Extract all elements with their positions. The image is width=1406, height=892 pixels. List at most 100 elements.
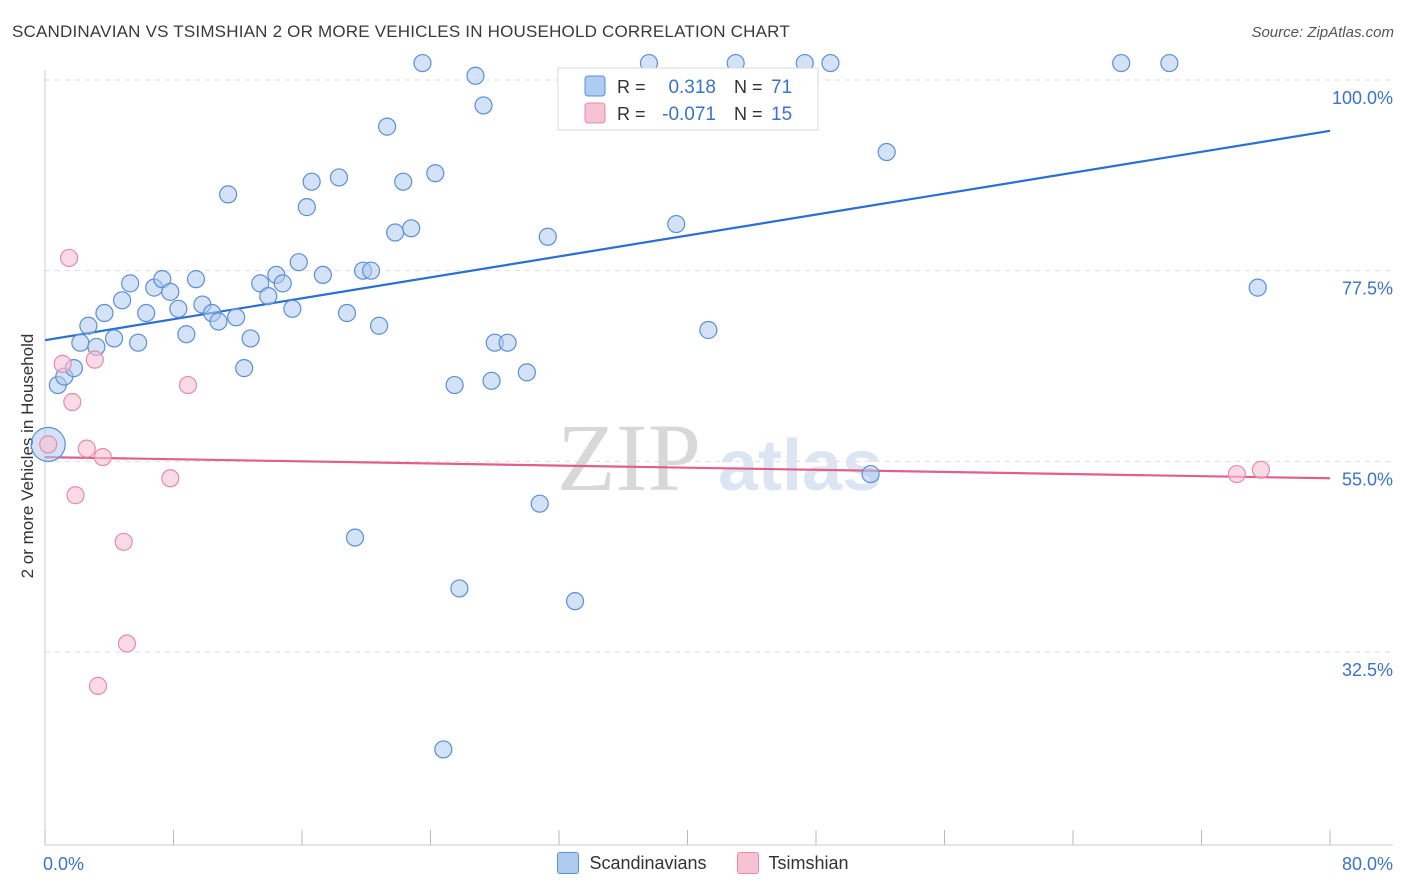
scandinavian-point — [169, 299, 188, 318]
scandinavian-point — [79, 316, 98, 335]
stats-r-value-pink: -0.071 — [662, 104, 716, 125]
scandinavian-point — [259, 286, 278, 306]
data-points — [30, 53, 1271, 759]
y-tick-label-0: 100.0% — [1332, 88, 1393, 108]
scandinavian-point — [413, 53, 432, 73]
scandinavian-point — [186, 270, 206, 289]
trendline-tsimshian — [44, 455, 1331, 480]
tsimshian-point — [53, 354, 72, 373]
scandinavian-point — [329, 168, 349, 187]
watermark: ZIP atlas — [557, 404, 882, 511]
tsimshian-point — [114, 532, 133, 551]
scandinavian-point — [289, 253, 308, 272]
scandinavian-point — [313, 265, 332, 285]
scandinavian-point — [565, 592, 585, 611]
legend-swatch-tsimshian — [736, 852, 759, 874]
watermark-atlas: atlas — [718, 426, 882, 506]
tsimshian-point — [59, 248, 79, 268]
stats-r-label-blue: R = — [617, 77, 646, 97]
scandinavian-point — [345, 528, 365, 547]
tsimshian-point — [1251, 460, 1271, 479]
scandinavian-point — [1112, 53, 1131, 73]
scandinavian-point — [667, 214, 686, 234]
scandinavian-point — [861, 464, 880, 484]
stats-swatch-pink — [584, 102, 606, 124]
scandinavian-point — [177, 325, 196, 344]
scandinavian-point — [1248, 278, 1267, 297]
scandinavian-point — [482, 371, 501, 390]
scandinavian-point — [235, 359, 254, 378]
legend-swatch-scandinavians — [557, 852, 580, 874]
tsimshian-point — [93, 447, 112, 467]
legend-label-tsimshian: Tsimshian — [768, 852, 849, 873]
tsimshian-point — [77, 439, 96, 458]
scandinavian-point — [877, 142, 896, 162]
tsimshian-point — [66, 486, 85, 505]
series-legend: Scandinavians Tsimshian — [0, 852, 1406, 874]
tsimshian-point — [85, 350, 104, 369]
tsimshian-point — [63, 392, 82, 412]
scandinavian-point — [699, 320, 718, 340]
tsimshian-point — [178, 375, 198, 395]
scandinavian-point — [361, 261, 381, 280]
scandinavian-point — [402, 219, 421, 238]
scandinavian-point — [378, 117, 397, 136]
legend-item-tsimshian: Tsimshian — [736, 852, 849, 874]
chart-title: SCANDINAVIAN VS TSIMSHIAN 2 OR MORE VEHI… — [12, 22, 790, 41]
tsimshian-point — [161, 469, 180, 488]
scandinavian-point — [71, 333, 90, 352]
legend-item-scandinavians: Scandinavians — [557, 852, 707, 874]
legend-label-scandinavians: Scandinavians — [589, 852, 707, 873]
scandinavian-point — [129, 333, 148, 352]
scandinavian-point — [370, 316, 389, 335]
trendline-scandinavians — [44, 129, 1331, 342]
tsimshian-point — [39, 435, 58, 454]
stats-r-value-blue: 0.318 — [668, 77, 716, 98]
scandinavian-point — [474, 96, 493, 115]
scandinavian-point — [121, 274, 140, 293]
scandinavian-point — [466, 66, 485, 85]
watermark-zip: ZIP — [557, 404, 701, 511]
scandinavian-point — [498, 333, 517, 352]
scandinavian-point — [209, 312, 228, 331]
x-tick-label-max: 80.0% — [1342, 854, 1393, 874]
scandinavian-point — [297, 198, 316, 217]
scandinavian-point — [241, 329, 260, 348]
scandinavian-point — [434, 740, 453, 759]
y-tick-label-3: 32.5% — [1342, 660, 1393, 680]
stats-n-label-blue: N = — [734, 77, 763, 97]
scandinavian-point — [538, 227, 557, 246]
scandinavian-point — [517, 363, 536, 382]
tsimshian-point — [88, 676, 108, 695]
scandinavian-point — [445, 375, 464, 395]
stats-n-value-pink: 15 — [771, 104, 792, 125]
scandinavian-point — [302, 172, 321, 191]
scandinavian-point — [530, 494, 549, 513]
scandinavian-point — [283, 299, 302, 318]
stats-swatch-blue — [584, 75, 606, 97]
scandinavian-point — [426, 164, 445, 183]
scandinavian-point — [394, 172, 413, 191]
scandinavian-point — [137, 303, 156, 323]
scandinavian-point — [273, 274, 292, 293]
stats-legend: R = 0.318 N = 71 R = -0.071 N = 15 — [557, 67, 819, 131]
scandinavian-point — [104, 329, 124, 348]
source-credit: Source: ZipAtlas.com — [1251, 24, 1394, 41]
stats-n-label-pink: N = — [734, 104, 763, 124]
scandinavian-point — [112, 291, 132, 310]
scandinavian-point — [450, 579, 469, 598]
scandinavian-point — [219, 185, 238, 204]
scandinavian-point — [337, 303, 357, 323]
y-tick-label-2: 55.0% — [1342, 469, 1393, 489]
x-tick-label-min: 0.0% — [43, 854, 84, 874]
tsimshian-point — [1227, 464, 1246, 484]
tick-labels: 100.0% 77.5% 55.0% 32.5% 0.0% 80.0% — [43, 88, 1393, 874]
scandinavian-point — [821, 53, 840, 73]
scandinavian-point — [1160, 53, 1179, 73]
scandinavian-point — [95, 303, 114, 323]
tsimshian-point — [117, 634, 137, 653]
scandinavian-point — [227, 308, 246, 327]
stats-r-label-pink: R = — [617, 104, 646, 124]
scandinavian-point — [386, 223, 405, 242]
